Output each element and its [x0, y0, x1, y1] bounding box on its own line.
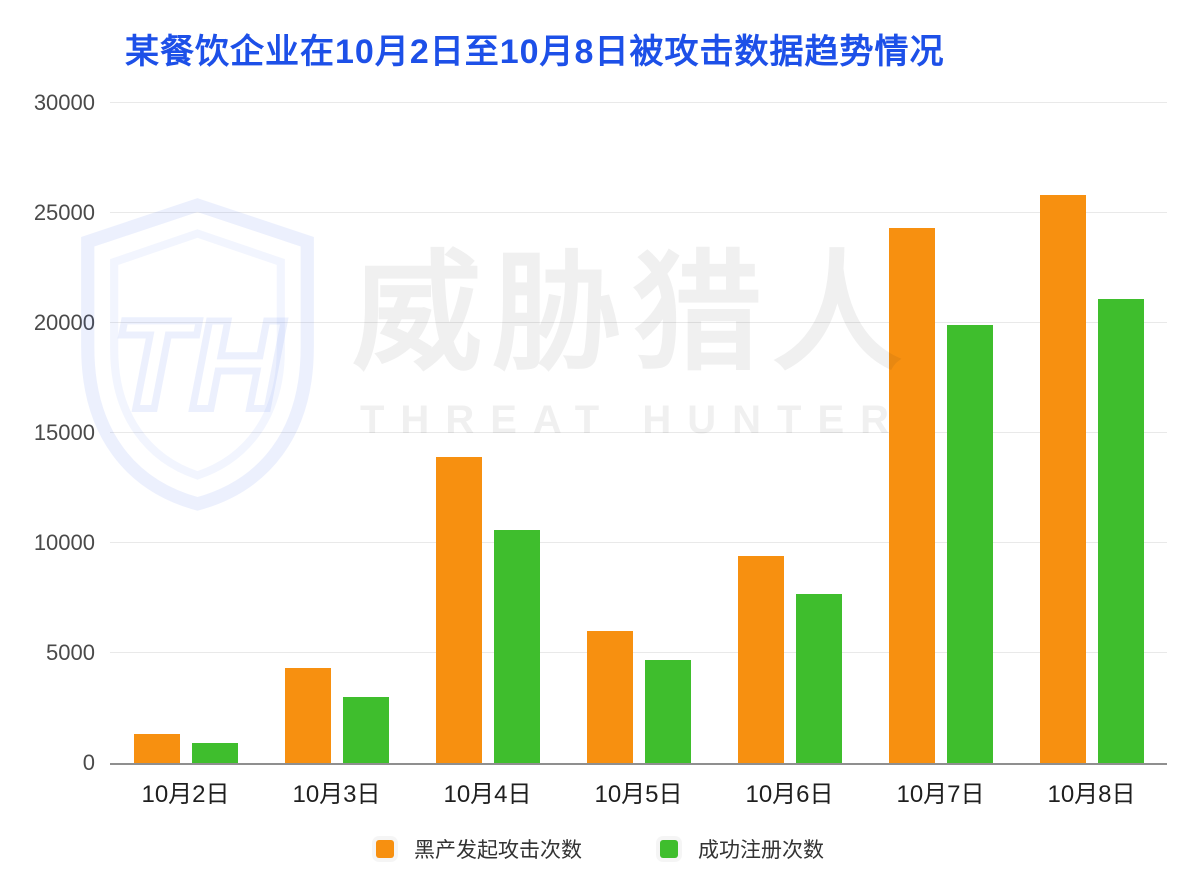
register-count-bar: [493, 529, 540, 763]
bar-group: [412, 103, 563, 763]
attack-count-bar: [133, 734, 180, 763]
x-axis-labels: 10月2日 10月3日 10月4日 10月5日 10月6日 10月7日 10月8日: [110, 774, 1167, 809]
register-count-bar: [342, 697, 389, 763]
y-axis-tick-label: 0: [82, 750, 95, 775]
register-count-bar: [946, 325, 993, 763]
legend-item-attack-count: 黑产发起攻击次数: [376, 834, 582, 864]
bar-group: [865, 103, 1016, 763]
y-axis-tick-label: 30000: [33, 90, 95, 115]
y-axis-tick-label: 20000: [33, 310, 95, 336]
attack-count-bar: [888, 228, 935, 763]
register-count-bar: [1097, 298, 1144, 763]
y-axis-labels: 0 5000 10000 15000 20000 25000 30000: [0, 91, 95, 775]
bar-group: [714, 103, 865, 763]
bar-group: [110, 103, 261, 763]
attack-count-bar: [435, 457, 482, 763]
x-axis-label: 10月6日: [745, 781, 834, 808]
legend: 黑产发起攻击次数 成功注册次数: [0, 834, 1200, 864]
attack-count-bar: [1039, 195, 1086, 763]
register-count-bar: [191, 743, 238, 763]
bar-group: [563, 103, 714, 763]
gridline-10000: [110, 542, 1167, 543]
plot-area: [110, 102, 1167, 765]
y-axis-tick-label: 25000: [33, 200, 95, 225]
x-axis-label: 10月4日: [443, 781, 532, 808]
gridline-15000: [110, 432, 1167, 433]
orange-legend-swatch-icon: [376, 840, 394, 858]
gridline-5000: [110, 652, 1167, 653]
legend-label: 成功注册次数: [698, 839, 824, 862]
gridline-25000: [110, 212, 1167, 213]
bar-group: [261, 103, 412, 763]
x-axis-label: 10月2日: [141, 781, 230, 808]
green-legend-swatch-icon: [660, 840, 678, 858]
register-count-bar: [795, 593, 842, 763]
x-axis-label: 10月7日: [896, 781, 985, 808]
attack-count-bar: [586, 631, 633, 763]
legend-label: 黑产发起攻击次数: [414, 839, 582, 862]
gridline-30000: [110, 102, 1167, 103]
y-axis-tick-label: 10000: [33, 530, 95, 556]
gridline-20000: [110, 322, 1167, 323]
x-axis-label: 10月5日: [594, 781, 683, 808]
bar-groups: [110, 103, 1167, 763]
register-count-bar: [644, 659, 691, 763]
y-axis-tick-label: 15000: [33, 420, 95, 445]
y-axis-tick-label: 5000: [46, 640, 95, 666]
legend-item-register-count: 成功注册次数: [660, 834, 824, 864]
x-axis-label: 10月8日: [1047, 781, 1136, 808]
x-axis-label: 10月3日: [292, 781, 381, 808]
chart-title: 某餐饮企业在10月2日至10月8日被攻击数据趋势情况: [125, 33, 945, 71]
bar-group: [1016, 103, 1167, 763]
attack-count-bar: [737, 556, 784, 763]
attack-count-bar: [284, 668, 331, 763]
